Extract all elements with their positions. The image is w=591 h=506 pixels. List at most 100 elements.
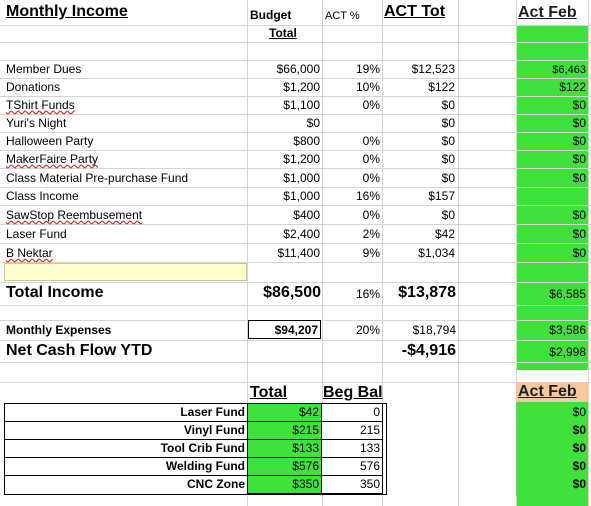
income-row-feb: $0 [572,98,586,112]
monthly-expenses-act: $18,794 [412,323,456,337]
income-row-label: Laser Fund [6,227,67,241]
fund-row-feb: $0 [572,441,586,455]
income-row-budget: $800 [293,134,320,148]
fund-row-label: Welding Fund [165,459,245,473]
fund-row-total: $350 [292,477,319,491]
income-row-feb: $0 [572,227,586,241]
income-row-pct: 0% [362,152,380,166]
income-row-pct: 0% [362,134,380,148]
income-row-feb: $0 [572,152,586,166]
fund-row-divider [5,421,247,439]
income-row-feb: $0 [572,134,586,148]
income-row-budget: $1,000 [283,171,320,185]
income-row-pct: 2% [362,227,380,241]
income-row-feb: $6,463 [552,64,586,76]
income-row-act: $122 [428,80,455,94]
income-row-budget: $66,000 [276,62,320,76]
fund-total-header: Total [250,384,288,401]
act-pct-header: ACT % [325,10,360,22]
income-row-pct: 0% [362,98,380,112]
fund-table [4,403,387,495]
act-feb-column-fill [516,26,588,370]
fund-row-total: $215 [292,423,319,437]
fund-row-beg: 133 [359,441,380,455]
income-row-act: $0 [441,98,455,112]
page-title: Monthly Income [6,3,128,20]
income-row-label: TShirt Funds [6,98,75,112]
budget-header: Budget [250,8,292,22]
income-row-pct: 9% [362,246,380,260]
fund-row-beg: 350 [359,477,380,491]
income-row-pct: 16% [355,189,380,203]
fund-row-beg: 576 [359,459,380,473]
income-row-act: $0 [441,134,455,148]
act-feb-header: Act Feb [518,4,577,21]
act-tot-header: ACT Tot [384,3,446,20]
total-income-budget: $86,500 [263,284,321,301]
income-row-pct: 0% [362,171,380,185]
fund-row-feb: $0 [572,405,586,419]
total-income-act: $13,878 [398,284,456,301]
income-row-act: $0 [441,116,455,130]
income-row-act: $0 [441,208,455,222]
monthly-expenses-label: Monthly Expenses [6,323,112,337]
income-row-label: SawStop Reembusement [6,208,143,222]
total-income-label: Total Income [6,284,104,301]
budget-total-header: Total [269,26,297,40]
income-row-label: MakerFaire Party [6,152,99,166]
income-row-label: Class Material Pre-purchase Fund [6,171,189,185]
fund-row-beg: 0 [373,405,380,419]
income-row-budget: $2,400 [283,227,320,241]
fund-row-label: Vinyl Fund [183,423,245,437]
income-row-label: Halloween Party [6,134,94,148]
fund-row-label: Laser Fund [180,405,245,419]
net-cash-flow-label: Net Cash Flow YTD [6,342,153,359]
total-income-pct: 16% [355,287,380,301]
income-row-feb: $0 [572,116,586,130]
fund-row-divider [5,475,247,493]
fund-beg-bal-header: Beg Bal [323,384,383,401]
fund-row-total: $133 [292,441,319,455]
act-feb-fund-header-bg [516,382,588,402]
fund-act-feb-header: Act Feb [518,383,577,400]
income-row-act: $0 [441,171,455,185]
act-feb-fund-cells [516,402,589,496]
income-row-label: Yuri's Night [6,116,67,130]
fund-row-label: CNC Zone [187,477,245,491]
total-income-feb: $6,585 [549,287,586,301]
income-row-budget: $400 [293,208,320,222]
fund-beg-cell [321,475,383,494]
income-row-act: $42 [434,227,455,241]
monthly-expenses-budget: $94,207 [274,323,318,337]
income-row-act: $0 [441,152,455,166]
monthly-expenses-feb: $3,586 [549,323,586,337]
fund-row-total: $42 [298,405,319,419]
fund-row-feb: $0 [572,423,586,437]
income-row-budget: $1,100 [283,98,320,112]
income-row-pct: 10% [355,80,380,94]
monthly-expenses-pct: 20% [355,323,380,337]
fund-row-label: Tool Crib Fund [160,441,245,455]
act-feb-fund-column-fill [516,402,588,506]
fund-row-feb: $0 [572,477,586,491]
income-row-label: B Nektar [6,246,53,260]
fund-row-beg: 215 [359,423,380,437]
income-row-label: Donations [6,80,61,94]
income-row-budget: $1,200 [283,80,320,94]
income-row-label: Class Income [6,189,79,203]
fund-row-divider [5,439,247,457]
net-cash-flow-feb: $2,998 [549,345,586,359]
income-row-pct: 0% [362,208,380,222]
net-cash-flow-act: -$4,916 [401,342,456,359]
income-row-budget: $11,400 [277,246,321,260]
income-row-act: $1,034 [418,246,455,260]
income-row-budget: $1,200 [283,152,320,166]
income-row-label: Member Dues [6,62,82,76]
income-row-budget: $0 [306,116,320,130]
income-row-feb: $0 [572,171,586,185]
fund-row-divider [5,457,247,475]
income-row-pct: 19% [355,62,380,76]
blank-input-cell[interactable] [4,263,247,281]
monthly-expenses-budget-box [248,320,321,339]
